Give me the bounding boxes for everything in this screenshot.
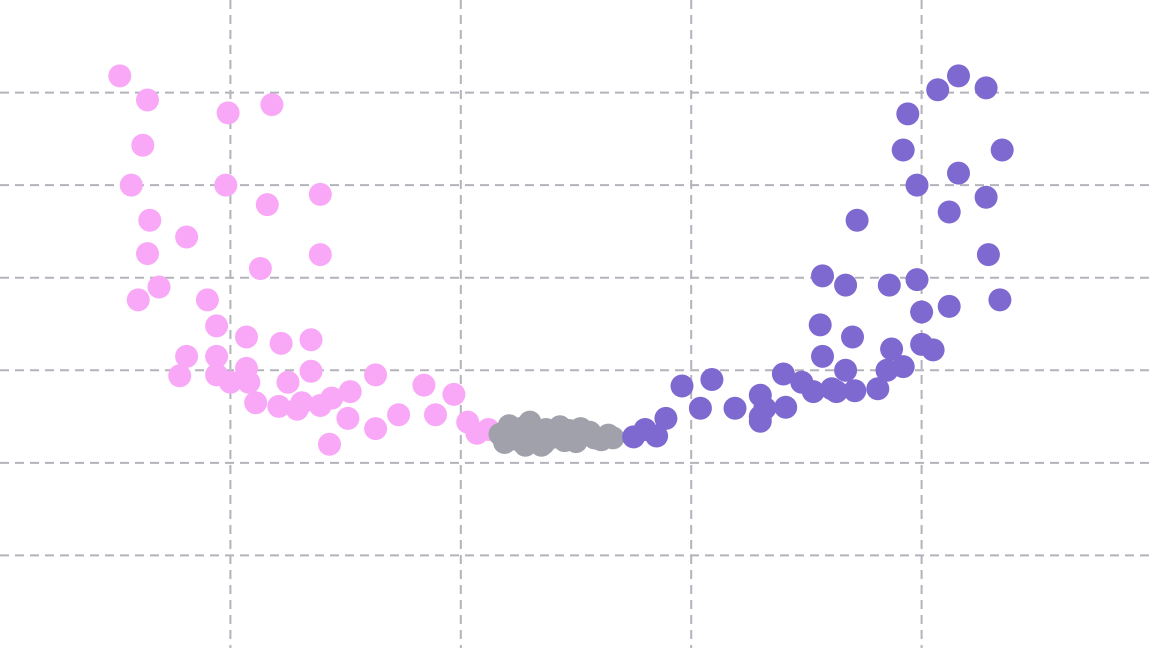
data-point [801,380,825,404]
data-point [990,138,1014,162]
data-point [276,370,300,394]
data-point [318,432,341,456]
data-point [937,294,961,318]
data-point [131,133,155,157]
data-point [205,344,229,368]
data-point [136,242,159,266]
data-point [387,403,411,427]
data-point [168,364,192,388]
data-point [988,288,1012,312]
data-point [748,409,772,433]
data-point [937,200,961,224]
data-point [218,370,242,394]
data-point [308,243,332,267]
data-point [976,243,1000,267]
data-point [645,424,669,448]
data-point [364,363,388,387]
data-point [299,359,323,383]
data-point [412,373,436,397]
data-point [424,403,447,427]
series-2 [488,410,625,457]
data-point [237,370,261,394]
data-point [670,374,694,398]
data-point [216,101,240,125]
data-point [235,325,258,349]
data-point [244,391,268,415]
data-point [214,173,238,197]
data-point [147,275,171,299]
data-point [550,425,574,449]
series-1 [108,64,500,456]
data-point [891,138,915,162]
data-point [896,102,920,126]
data-point [824,380,848,404]
data-point [532,431,556,455]
data-point [905,173,929,197]
data-point [336,406,360,430]
data-point [267,394,291,418]
data-point [175,225,199,249]
data-point [700,368,724,391]
data-point [771,362,795,386]
data-point [320,386,344,410]
data-point [299,328,323,352]
data-point [905,268,929,292]
data-point [500,418,523,441]
data-point [866,377,890,401]
data-points [108,64,1014,457]
data-point [891,355,915,379]
data-point [136,88,159,112]
data-point [921,338,945,362]
data-point [175,344,199,368]
data-point [947,161,970,185]
data-point [774,395,798,419]
data-point [947,64,970,88]
data-point [974,76,998,100]
data-point [723,396,747,420]
data-point [877,273,901,297]
data-point [974,185,998,209]
data-point [601,426,625,450]
data-point [138,208,162,232]
data-point [688,396,712,420]
data-point [119,173,143,197]
series-3 [622,64,1014,449]
data-point [290,391,314,415]
data-point [880,337,904,361]
data-point [364,417,388,441]
data-point [845,208,869,232]
data-point [442,382,466,406]
data-point [569,417,593,441]
data-point [255,193,279,217]
data-point [926,78,950,102]
data-point [843,379,867,403]
data-point [260,93,284,117]
data-point [108,64,132,88]
data-point [834,358,858,382]
data-point [811,264,834,288]
data-point [834,273,858,297]
data-point [808,313,832,337]
data-point [654,406,678,430]
data-point [308,182,332,206]
data-point [248,257,272,280]
data-point [910,300,934,324]
data-point [811,344,834,368]
data-point [195,288,219,312]
data-point [205,314,229,338]
data-point [513,433,537,457]
data-point [126,288,150,312]
data-point [841,325,864,349]
data-point [338,380,362,404]
data-point [269,331,293,355]
